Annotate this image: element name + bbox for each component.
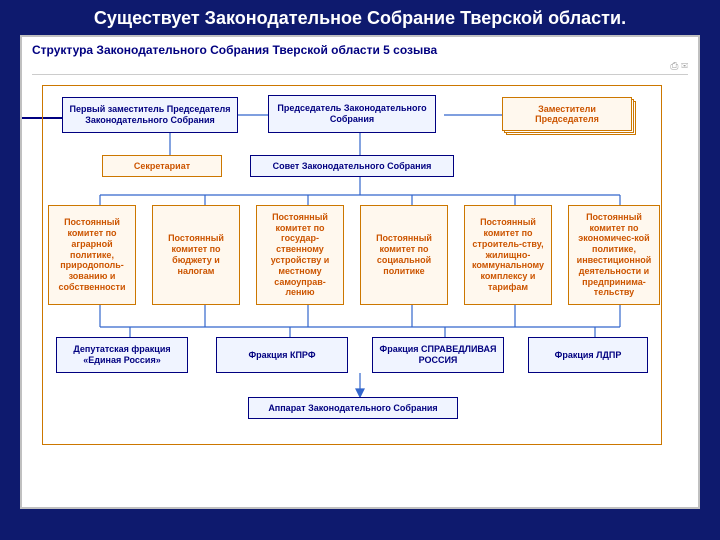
box-faction-4: Фракция ЛДПР <box>528 337 648 373</box>
box-council: Совет Законодательного Собрания <box>250 155 454 177</box>
box-first-deputy: Первый заместитель Председателя Законода… <box>62 97 238 133</box>
box-faction-1: Депутатская фракция «Единая Россия» <box>56 337 188 373</box>
box-faction-3: Фракция СПРАВЕДЛИВАЯ РОССИЯ <box>372 337 504 373</box>
box-committee-5: Постоянный комитет по строитель-ству, жи… <box>464 205 552 305</box>
box-secretariat: Секретариат <box>102 155 222 177</box>
box-deputies-label: Заместители Председателя <box>502 97 632 131</box>
content-panel: Структура Законодательного Собрания Твер… <box>20 35 700 509</box>
box-faction-2: Фракция КПРФ <box>216 337 348 373</box>
box-deputies: Заместители Председателя <box>502 97 632 131</box>
box-committee-4: Постоянный комитет по социальной политик… <box>360 205 448 305</box>
org-chart: Первый заместитель Председателя Законода… <box>32 77 688 497</box>
box-chairman: Председатель Законодательного Собрания <box>268 95 436 133</box>
toolbar: ⎙ ✉ <box>32 61 688 75</box>
box-committee-2: Постоянный комитет по бюджету и налогам <box>152 205 240 305</box>
subtitle: Структура Законодательного Собрания Твер… <box>32 43 688 57</box>
box-committee-1: Постоянный комитет по аграрной политике,… <box>48 205 136 305</box>
box-apparatus: Аппарат Законодательного Собрания <box>248 397 458 419</box>
box-committee-6: Постоянный комитет по экономичес-кой пол… <box>568 205 660 305</box>
box-committee-3: Постоянный комитет по государ-ственному … <box>256 205 344 305</box>
slide-title: Существует Законодательное Собрание Твер… <box>20 8 700 29</box>
